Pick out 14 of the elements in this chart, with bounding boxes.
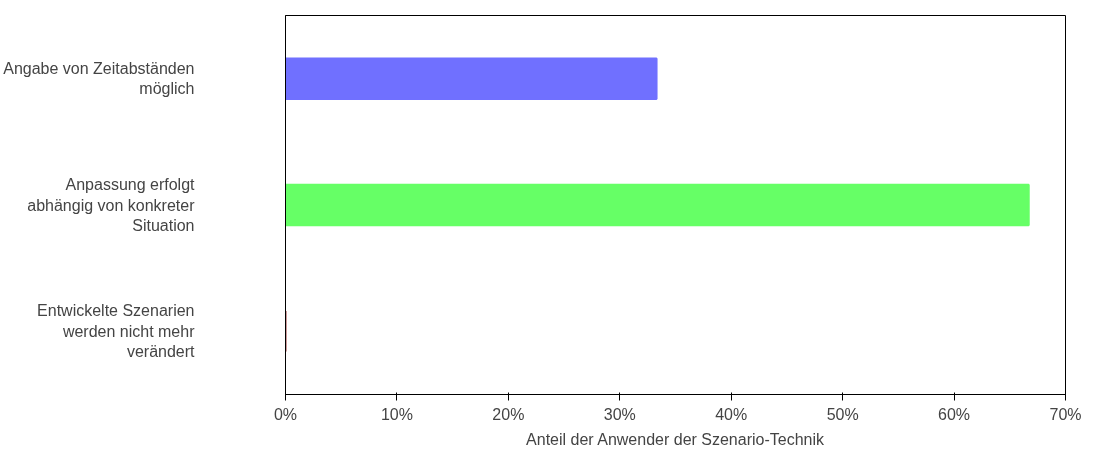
x-tick-label: 30% (603, 405, 636, 423)
y-tick-label: Angabe von Zeitabständen möglich (3, 59, 195, 98)
x-tick-label: 40% (715, 405, 748, 423)
x-axis-title: Anteil der Anwender der Szenario-Technik (526, 430, 826, 448)
x-tick-label: 20% (492, 405, 525, 423)
y-tick-label: Anpassung erfolgt abhängig von konkreter Situation (27, 176, 196, 234)
y-tick-label: Entwickelte Szenarien werden nicht mehr verändert (37, 302, 196, 361)
x-tick-label: 70% (1049, 405, 1082, 423)
x-tick-label: 0% (273, 405, 298, 423)
bar (285, 57, 658, 100)
x-tick-label: 50% (826, 405, 859, 423)
x-tick-label: 60% (938, 405, 971, 423)
bar (285, 183, 1030, 227)
x-tick-label: 10% (380, 405, 413, 423)
